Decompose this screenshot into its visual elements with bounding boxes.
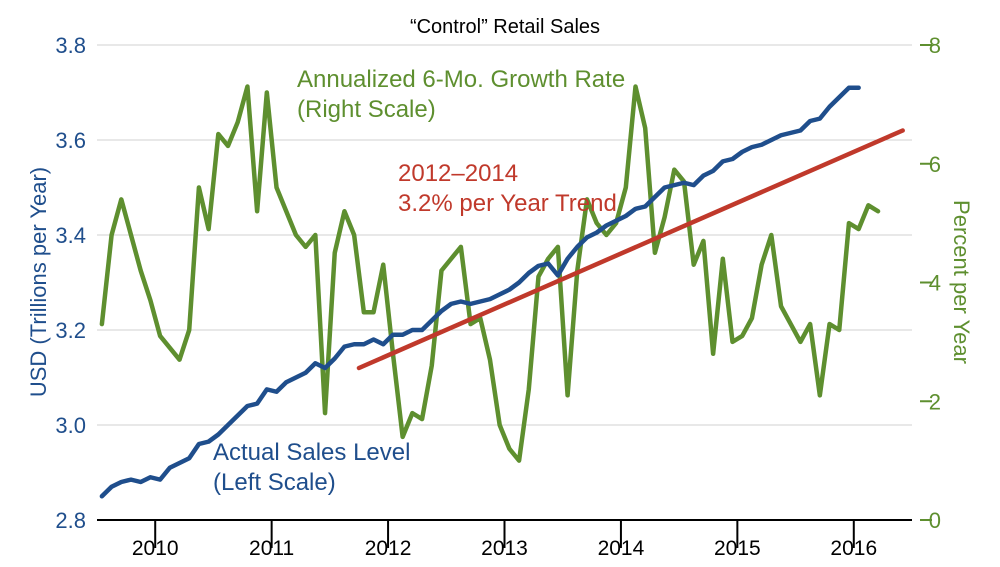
right-tick-label: 0 [929,508,941,533]
gridlines [97,44,912,426]
right-tick-label: 8 [929,33,941,58]
sales-annotation-line2: (Left Scale) [213,469,336,496]
trend-annotation-line2: 3.2% per Year Trend [398,190,617,217]
x-tick-label: 2015 [714,537,761,560]
left-tick-label: 3.6 [55,128,86,153]
left-tick-label: 3.8 [55,33,86,58]
left-tick-label: 3.4 [55,223,86,248]
left-tick-label: 3.2 [55,318,86,343]
sales-annotation-line1: Actual Sales Level [213,439,410,466]
right-y-axis: 0 2 4 6 8 [920,33,941,533]
growth-annotation-line2: (Right Scale) [297,96,436,123]
trend-line [356,128,905,371]
left-tick-label: 3.0 [55,413,86,438]
x-tick-label: 2012 [365,537,412,560]
right-tick-label: 6 [929,152,941,177]
x-tick-label: 2013 [481,537,528,560]
right-tick-label: 2 [929,389,941,414]
x-tick-label: 2016 [830,537,877,560]
left-axis-label: USD (Trillions per Year) [26,167,51,397]
x-tick-label: 2011 [249,537,294,560]
left-y-axis: 2.8 3.0 3.2 3.4 3.6 3.8 [55,33,86,533]
right-axis-label: Percent per Year [949,200,974,364]
right-tick-label: 4 [929,271,941,296]
series-lines [99,84,905,499]
x-tick-label: 2010 [132,537,179,560]
growth-rate-line [99,84,881,463]
left-tick-label: 2.8 [55,508,86,533]
trend-annotation-line1: 2012–2014 [398,160,518,187]
chart-title: “Control” Retail Sales [410,16,600,38]
x-tick-label: 2014 [598,537,645,560]
sales-level-line [99,85,861,499]
x-axis: 2010 2011 2012 2013 2014 2015 2016 [97,519,912,560]
growth-annotation-line1: Annualized 6-Mo. Growth Rate [297,66,625,93]
